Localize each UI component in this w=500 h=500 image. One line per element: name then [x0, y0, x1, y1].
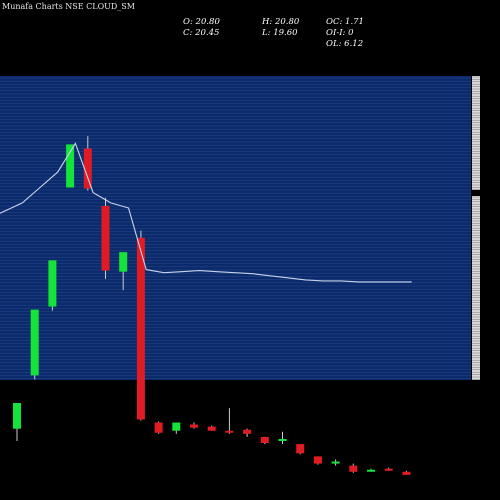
oc-readout: OC: 1.71 — [326, 17, 364, 27]
candle-body — [384, 468, 393, 471]
candle-body — [154, 422, 163, 433]
candle-body — [30, 309, 39, 376]
chart-title: Munafa Charts NSE CLOUD_SM — [2, 2, 135, 11]
candle-body — [136, 237, 145, 420]
oi-readout: OI-I: 0 — [326, 28, 354, 38]
candle-body — [190, 424, 198, 428]
close-readout: C: 20.45 — [183, 28, 220, 38]
candle-body — [243, 429, 252, 434]
candle-body — [207, 426, 216, 431]
candle-body — [225, 430, 234, 433]
high-readout: H: 20.80 — [262, 17, 300, 27]
candle-body — [367, 469, 375, 472]
candle-body — [402, 471, 411, 475]
candle-body — [172, 422, 181, 431]
candle-body — [48, 260, 57, 307]
plot-background — [0, 76, 471, 380]
ol-readout: OL: 6.12 — [326, 39, 364, 49]
candle-body — [278, 438, 287, 441]
candle-body — [83, 148, 92, 189]
overlay-line — [0, 142, 412, 283]
candle-body — [260, 436, 269, 444]
open-readout: O: 20.80 — [183, 17, 220, 27]
candle-body — [66, 144, 75, 188]
candle-body — [119, 252, 128, 272]
candle-body — [296, 444, 305, 454]
candle-body — [101, 205, 110, 271]
candle-body — [313, 456, 322, 464]
candle-body — [349, 465, 358, 472]
low-readout: L: 19.60 — [262, 28, 298, 38]
candle-body — [13, 403, 21, 429]
price-scale-gap — [472, 190, 480, 196]
candle-body — [331, 461, 340, 464]
